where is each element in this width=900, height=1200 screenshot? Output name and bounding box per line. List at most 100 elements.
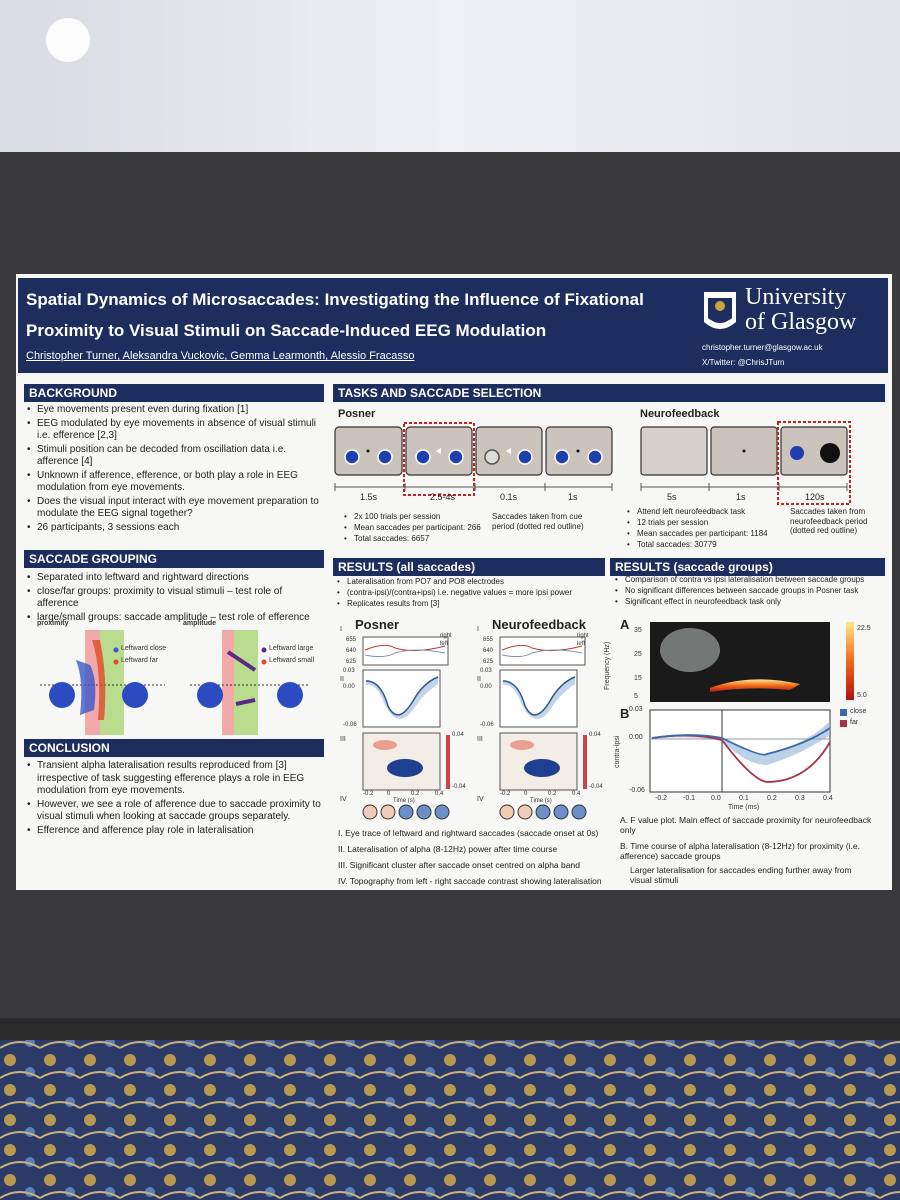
lamp [46,18,90,62]
bullet-list: Eye movements present even during fixati… [26,404,326,535]
plot-part [416,804,432,820]
text-text: 1s [568,492,578,502]
sm-text: far [850,719,859,726]
f-value-map [660,628,720,672]
significant-cluster [710,679,800,692]
proximity-figure [40,630,165,735]
sm-text: Time (ms) [728,804,760,811]
bullet-item: close/far groups: proximity to visual st… [26,586,326,611]
wrap-text: B. Time course of alpha lateralisation (… [620,841,860,862]
bullet-item: 26 participants, 3 sessions each [26,522,326,535]
sm-text: -0.2 [363,791,374,797]
sm-text: 0 [524,791,528,797]
result-panels [362,636,587,820]
legend-swatch [840,709,847,716]
plot-part [446,735,450,789]
sm-text: 0.2 [411,791,420,797]
bullet-item: Separated into leftward and rightward di… [26,572,326,585]
lab-text: Neurofeedback [640,408,720,420]
sm-text: 625 [346,659,357,665]
close-band [652,721,830,765]
h-text: CONCLUSION [24,739,324,758]
bullet-item: Unknown if afference, efference, or both… [26,470,326,495]
em-text: X/Twitter: @ChrisJTurn [702,358,785,367]
sm-text: right [440,633,452,639]
bullet-item: large/small groups: saccade amplitude – … [26,612,326,625]
t1-text: Spatial Dynamics of Microsaccades: Inves… [26,290,644,309]
plot-part [380,804,396,820]
h-text: RESULTS (all saccades) [333,558,605,577]
au-text: Christopher Turner, Aleksandra Vuckovic,… [26,350,415,362]
sm-text: 0.04 [452,732,464,738]
nf-timeline [640,483,848,491]
text-text: III. Significant cluster after saccade o… [338,860,580,870]
bullet-item: Total saccades: 6657 [343,534,503,544]
bullet-item: (contra-ipsi)/(contra+ipsi) i.e. negativ… [336,588,606,598]
text-text: 1s [736,492,746,502]
bullet-item: Does the visual input interact with eye … [26,496,326,521]
bullet-item: 12 trials per session [626,518,791,528]
sm-text: 35 [634,627,642,634]
sm-text: -0.04 [452,784,466,790]
sm-text: Leftward far [121,657,158,664]
fixation [742,449,746,453]
sm-text: 0 [387,791,391,797]
bullet-item: Significant effect in neurofeedback task… [614,597,886,607]
lab-text: Posner [338,408,376,420]
plot-part [434,804,450,820]
sm-text: 0.00 [343,684,355,690]
bullet-list: Lateralisation from PO7 and PO8 electrod… [336,577,606,610]
sm-text: I [477,626,479,633]
plot-part [571,804,587,820]
sm-text: proximity [37,620,69,627]
posner-timeline [334,483,613,491]
crest [704,292,736,329]
sm-text: 640 [483,648,494,654]
bullet-item: Transient alpha lateralisation results r… [26,760,326,798]
bullet-item: Attend left neurofeedback task [626,507,791,517]
sm-text: II [477,676,481,683]
text-text: 0.1s [500,492,518,502]
color-scale [846,622,854,700]
sm-text: 0.2 [767,795,777,802]
sm-text: -0.2 [500,791,511,797]
plot-part [387,759,423,777]
bullet-item: Mean saccades per participant: 266 [343,523,503,533]
text-text: II. Lateralisation of alpha (8-12Hz) pow… [338,844,558,854]
sm-text: close [850,708,867,715]
wrap-text: A. F value plot. Main effect of saccade … [620,815,872,836]
header-band [18,278,888,373]
feedback-disc [820,443,840,463]
sm-text: 0.00 [629,734,643,741]
sm-text: Leftward small [269,657,315,664]
t1-text: Proximity to Visual Stimuli on Saccade-I… [26,321,547,340]
sm-text: 0.2 [548,791,557,797]
wrap-text: Saccades taken from neurofeedback period… [790,507,868,536]
sm-text: Leftward large [269,645,314,652]
bullet-list: Transient alpha lateralisation results r… [26,760,326,838]
sm-text: 0.4 [435,791,444,797]
sm-text: 0.03 [343,668,355,674]
nf-frames [640,426,848,476]
sm-text: 5 [634,693,638,700]
selection-outline [403,422,475,496]
sm-text: -0.2 [655,795,668,802]
sm-text: -0.06 [343,722,357,728]
plot-part [583,735,587,789]
bullet-item: EEG modulated by eye movements in absenc… [26,418,326,443]
sm-text: 25 [634,651,642,658]
amplitude-figure [190,630,310,735]
plot-part [373,740,397,750]
sm-text: 15 [634,675,642,682]
sm-text: Time (s) [530,798,552,804]
plot-curve [365,676,439,716]
bullet-item: Efference and afference play role in lat… [26,825,326,838]
text-text: I. Eye trace of leftward and rightward s… [338,828,599,838]
plot-part [535,804,551,820]
bullet-item: Replicates results from [3] [336,599,606,609]
text-text: 120s [805,492,825,502]
sm-text: -0.06 [629,787,645,794]
sm-text: 0.03 [480,668,492,674]
board-base [0,1018,900,1040]
plot-part [524,759,560,777]
